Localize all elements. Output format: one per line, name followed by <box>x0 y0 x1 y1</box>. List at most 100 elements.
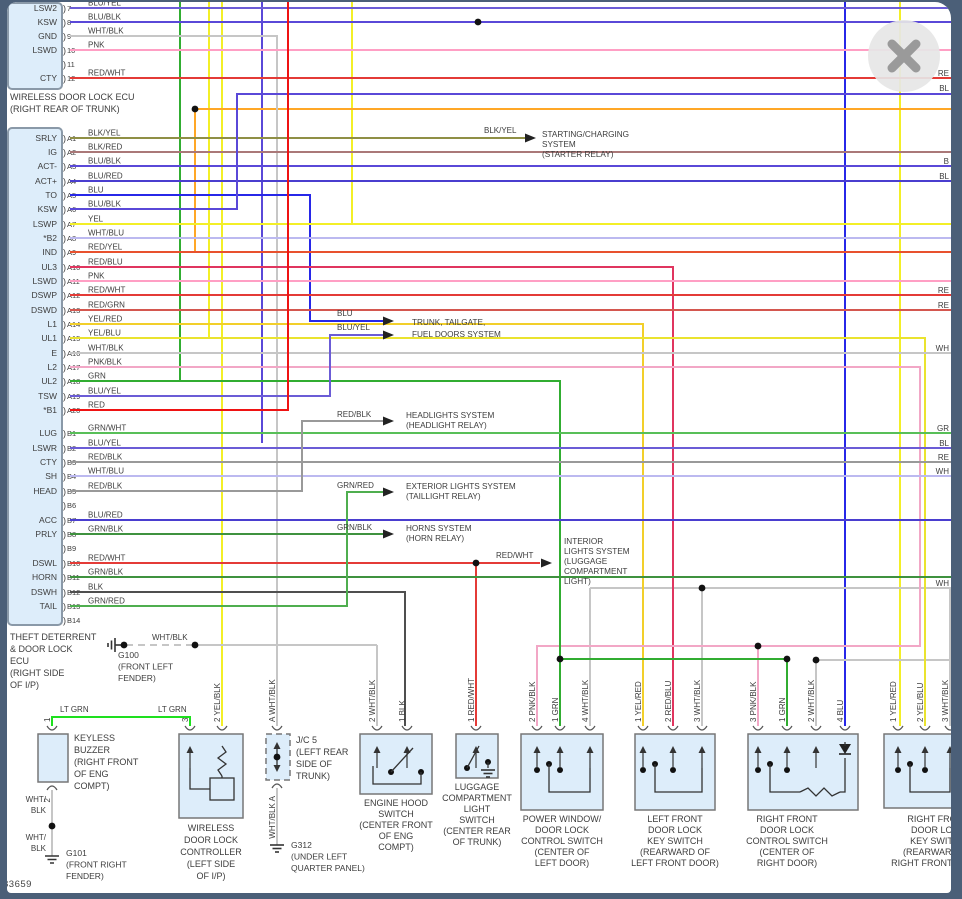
callout-system-text: HORNS SYSTEM <box>406 524 472 533</box>
edge-wire-label: BL <box>939 84 949 93</box>
component-box <box>359 733 433 795</box>
pin-bracket <box>637 725 649 731</box>
pin-label: 1 GRN <box>551 697 560 722</box>
wire-blu-blk <box>70 93 951 210</box>
pin-bracket: ) <box>63 191 66 201</box>
wire-name: PNK <box>88 272 105 281</box>
wire-name: RED/YEL <box>88 243 123 252</box>
wire-yel-blu <box>70 337 926 726</box>
junction-dot <box>922 767 928 773</box>
edge-wire-label: B <box>944 157 949 166</box>
pin-bracket: ) <box>63 148 66 158</box>
pin-bracket <box>401 725 413 731</box>
pin-bracket: ) <box>63 32 66 42</box>
junction-dot <box>191 105 199 113</box>
internal-wire <box>840 758 846 793</box>
wire-name: BLU/BLK <box>88 13 122 22</box>
component-caption: DOOR LOCK <box>535 825 589 835</box>
wire-name: RED/BLU <box>88 258 123 267</box>
component-caption: DOOR LOCK <box>760 825 814 835</box>
internal-wire <box>769 764 800 793</box>
component-caption: COMPT) <box>74 781 110 791</box>
junction-dot <box>557 767 563 773</box>
pin-label: 1 <box>43 717 52 722</box>
pin-label: 3 PNK/BLK <box>749 681 758 722</box>
wire-red <box>70 2 289 411</box>
component-caption: TRUNK) <box>296 771 330 781</box>
pin-bracket: ) <box>63 487 66 497</box>
pin-name: LSWD <box>32 276 57 286</box>
pin-label: 1 GRN <box>778 697 787 722</box>
component-caption: DOOR LOCK <box>184 835 238 845</box>
component-caption: SIDE OF <box>296 759 333 769</box>
component-caption: BUZZER <box>74 745 111 755</box>
pin-label: 4 BLU <box>836 700 845 722</box>
wire-blu <box>70 194 386 322</box>
pin-name: UL2 <box>41 376 57 386</box>
component-right-front-door-lock-key-switch: 1 YEL/RED 2 YEL/BLU 3 WHT/BLK RIGHT FRONTDO… <box>883 679 951 868</box>
pin-name: LSWD <box>32 45 57 55</box>
close-button[interactable] <box>868 20 940 92</box>
pin-name: CTY <box>40 73 57 83</box>
pin-label: 3 WHT/BLK <box>693 679 702 722</box>
edge-wire-label: GR <box>937 424 949 433</box>
pin-number: 9 <box>67 32 71 41</box>
arrow-right-icon <box>383 487 394 497</box>
pin-bracket <box>184 725 196 731</box>
junction-dot <box>556 655 564 663</box>
wire-blk <box>70 591 406 726</box>
component-caption: LEFT FRONT <box>647 814 703 824</box>
pin-name: TO <box>45 190 57 200</box>
pin-bracket: ) <box>63 530 66 540</box>
pin-label: 1 YEL/RED <box>634 681 643 722</box>
arrow-up-icon <box>273 742 281 749</box>
pin-name: DSWH <box>31 587 57 597</box>
component-caption: OF ENG <box>379 831 414 841</box>
internal-wire <box>189 768 210 790</box>
internal-wire <box>909 764 951 793</box>
wire-blu-yel <box>70 334 386 397</box>
ground-label: FENDER) <box>118 673 156 683</box>
pin-bracket: ) <box>63 234 66 244</box>
callout-system-text: TRUNK, TAILGATE, <box>412 318 485 327</box>
component-caption: RIGHT FRONT <box>756 814 818 824</box>
pin-bracket <box>892 725 904 731</box>
connector-caption: & DOOR LOCK <box>10 644 73 654</box>
component-caption: LIGHT <box>464 804 491 814</box>
arrow-up-icon <box>186 746 194 753</box>
wire-pnk-blk <box>70 366 921 726</box>
internal-wire <box>654 764 703 793</box>
arrow-up-icon <box>403 746 411 753</box>
component-caption: KEYLESS <box>74 733 115 743</box>
ground-label: G100 <box>118 650 139 660</box>
wire-name: BLK/RED <box>88 143 122 152</box>
pin-bracket <box>839 725 851 731</box>
ground-label: G101 <box>66 848 87 858</box>
pin-bracket: ) <box>63 320 66 330</box>
wire-name: LT GRN <box>158 705 187 714</box>
wire-name: BLU/YEL <box>88 2 121 8</box>
component-caption: COMPARTMENT <box>442 793 512 803</box>
connector-box <box>7 127 63 626</box>
pin-bracket <box>216 725 228 731</box>
component-caption: KEY SWITCH <box>910 836 951 846</box>
junction-dot <box>191 641 199 649</box>
connector-caption: THEFT DETERRENT <box>10 632 97 642</box>
pin-name: *B1 <box>43 405 57 415</box>
edge-wire-label: WH <box>936 467 950 476</box>
wire-name: GRN/BLK <box>88 568 124 577</box>
arrow-up-icon <box>754 746 762 753</box>
arrow-up-icon <box>669 746 677 753</box>
ground-label: (UNDER LEFT <box>291 852 347 862</box>
component-caption: CONTROL SWITCH <box>521 836 603 846</box>
pin-bracket: ) <box>63 573 66 583</box>
pin-bracket: ) <box>63 516 66 526</box>
pin-label: 1 RED/WHT <box>467 678 476 722</box>
pin-bracket <box>781 725 793 731</box>
arrow-right-icon <box>383 330 394 340</box>
wire-name: WHT/ <box>26 795 47 804</box>
pin-bracket: ) <box>63 18 66 28</box>
junction-dot <box>48 822 56 830</box>
pin-name: KSW <box>38 204 57 214</box>
